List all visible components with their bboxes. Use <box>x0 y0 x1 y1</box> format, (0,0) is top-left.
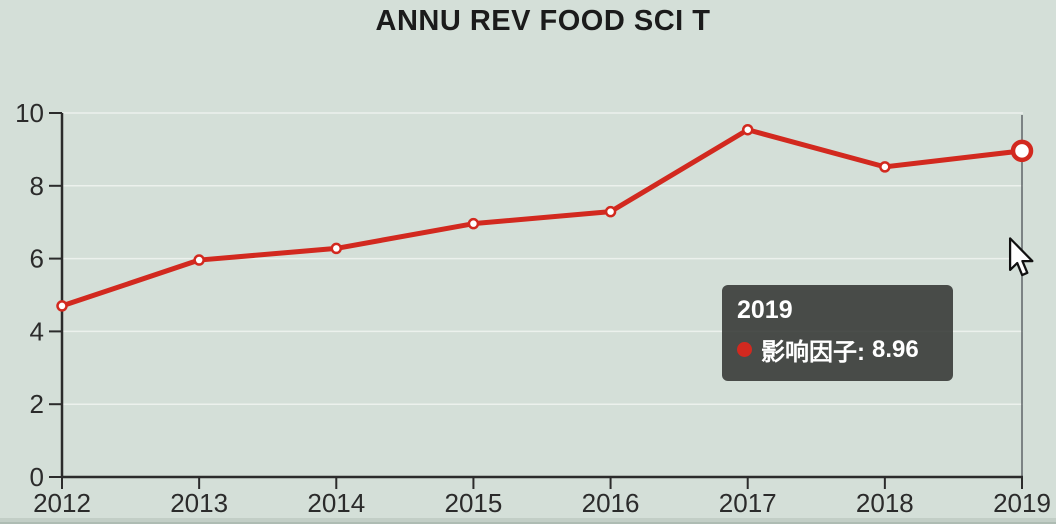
x-tick-label: 2017 <box>719 488 777 518</box>
data-point-marker[interactable] <box>330 242 343 255</box>
data-point-marker[interactable] <box>467 217 480 230</box>
tooltip-value: 8.96 <box>872 335 919 363</box>
chart-title: ANNU REV FOOD SCI T <box>375 5 711 37</box>
y-tick-label: 2 <box>30 389 44 419</box>
bottom-edge <box>0 518 1056 524</box>
x-tick-label: 2019 <box>993 488 1051 518</box>
tooltip-series-label: 影响因子: <box>761 339 865 366</box>
data-point-marker[interactable] <box>193 254 205 266</box>
x-tick-label: 2014 <box>307 488 365 518</box>
y-tick-label: 4 <box>30 316 44 346</box>
x-tick-label: 2015 <box>445 488 503 518</box>
y-tick-label: 6 <box>30 244 44 274</box>
series-legend-dot-icon <box>737 342 752 357</box>
y-tick-label: 0 <box>30 462 44 492</box>
series-line <box>59 127 1025 309</box>
data-point-marker[interactable] <box>879 161 891 173</box>
data-point-marker[interactable] <box>741 123 754 136</box>
tooltip: 2019 影响因子: 8.96 <box>722 285 953 381</box>
data-point-marker[interactable] <box>56 300 68 312</box>
data-point-marker[interactable] <box>604 205 617 218</box>
mouse-cursor-icon <box>1008 237 1034 277</box>
x-tick-label: 2012 <box>33 488 91 518</box>
x-tick-label: 2016 <box>582 488 640 518</box>
x-tick-label: 2013 <box>170 488 228 518</box>
tooltip-year: 2019 <box>737 296 793 324</box>
x-tick-label: 2018 <box>856 488 914 518</box>
y-tick-label: 10 <box>15 98 44 128</box>
data-point-marker-highlighted[interactable] <box>1010 139 1034 163</box>
tooltip-series-row: 影响因子: 8.96 <box>737 332 938 367</box>
y-tick-label: 8 <box>30 171 44 201</box>
